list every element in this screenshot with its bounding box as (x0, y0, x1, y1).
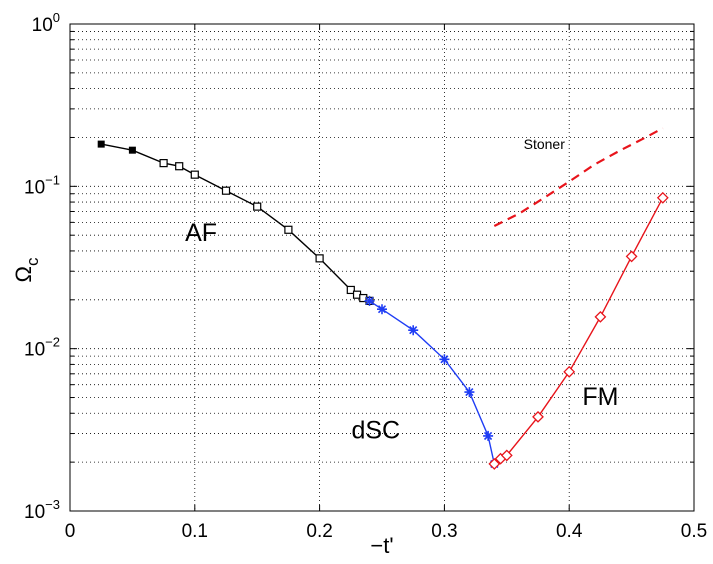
y-tick-label-base: 10 (32, 15, 53, 36)
x-tick-label: 0.1 (182, 521, 208, 542)
data-point-open-diamond (625, 250, 638, 263)
y-tick-label: 10−1 (24, 172, 60, 198)
annotation-fm: FM (582, 383, 618, 411)
x-tick-label: 0.2 (306, 521, 332, 542)
data-point-filled-square (97, 140, 105, 148)
data-point-open-square (175, 162, 184, 171)
x-tick-label: 0.5 (681, 521, 707, 542)
y-axis-label-main: Ω (11, 266, 36, 282)
y-tick-label-exponent: −3 (45, 497, 60, 512)
x-axis-label: −t' (370, 533, 393, 558)
data-point-star (464, 387, 475, 398)
x-tick-labels: 0 0.1 0.2 0.3 0.4 0.5 (65, 521, 708, 542)
data-point-open-square (253, 202, 262, 211)
annotation-dsc: dSC (351, 416, 400, 444)
y-tick-label-base: 10 (24, 502, 45, 523)
stoner-dashed-line (493, 127, 664, 227)
plot-frame (69, 23, 695, 512)
plot-background (70, 24, 694, 511)
data-point-open-diamond (594, 310, 607, 323)
data-point-open-square (221, 186, 231, 195)
y-tick-label-base: 10 (24, 340, 45, 361)
grid-lines (70, 24, 694, 511)
y-tick-label-base: 10 (24, 177, 45, 198)
x-tick-label: 0 (65, 521, 76, 542)
annotation-af: AF (185, 219, 217, 247)
data-point-star (408, 325, 419, 336)
data-point-open-diamond (563, 365, 576, 378)
data-point-star (364, 295, 375, 306)
y-tick-label-exponent: −2 (45, 335, 60, 350)
data-point-star (377, 304, 387, 315)
data-point-filled-square (128, 146, 136, 154)
data-point-open-square (190, 170, 199, 179)
y-axis-label-subscript: c (23, 257, 42, 266)
y-tick-label: 10−3 (24, 497, 60, 523)
y-tick-label-exponent: 0 (53, 10, 60, 25)
x-tick-label: 0.4 (556, 521, 583, 542)
data-point-star (483, 430, 494, 441)
x-tick-label: 0.3 (431, 521, 457, 542)
data-point-open-square (315, 254, 324, 263)
region-annotations: AF dSC FM Stoner (185, 136, 618, 444)
data-point-open-diamond (532, 410, 544, 423)
y-tick-label-exponent: −1 (45, 172, 60, 187)
data-series (97, 127, 669, 470)
annotation-stoner: Stoner (524, 136, 566, 152)
y-tick-label: 10−2 (24, 335, 60, 361)
data-point-open-diamond (656, 191, 669, 204)
data-point-star (439, 354, 450, 365)
axis-ticks (69, 24, 695, 512)
data-point-open-diamond (488, 457, 501, 470)
y-axis-label: Ωc (11, 257, 42, 282)
data-point-open-square (284, 225, 293, 234)
y-tick-label: 100 (32, 10, 60, 36)
data-point-open-square (159, 159, 168, 168)
data-point-open-square (346, 285, 355, 295)
data-point-open-diamond (500, 449, 513, 462)
